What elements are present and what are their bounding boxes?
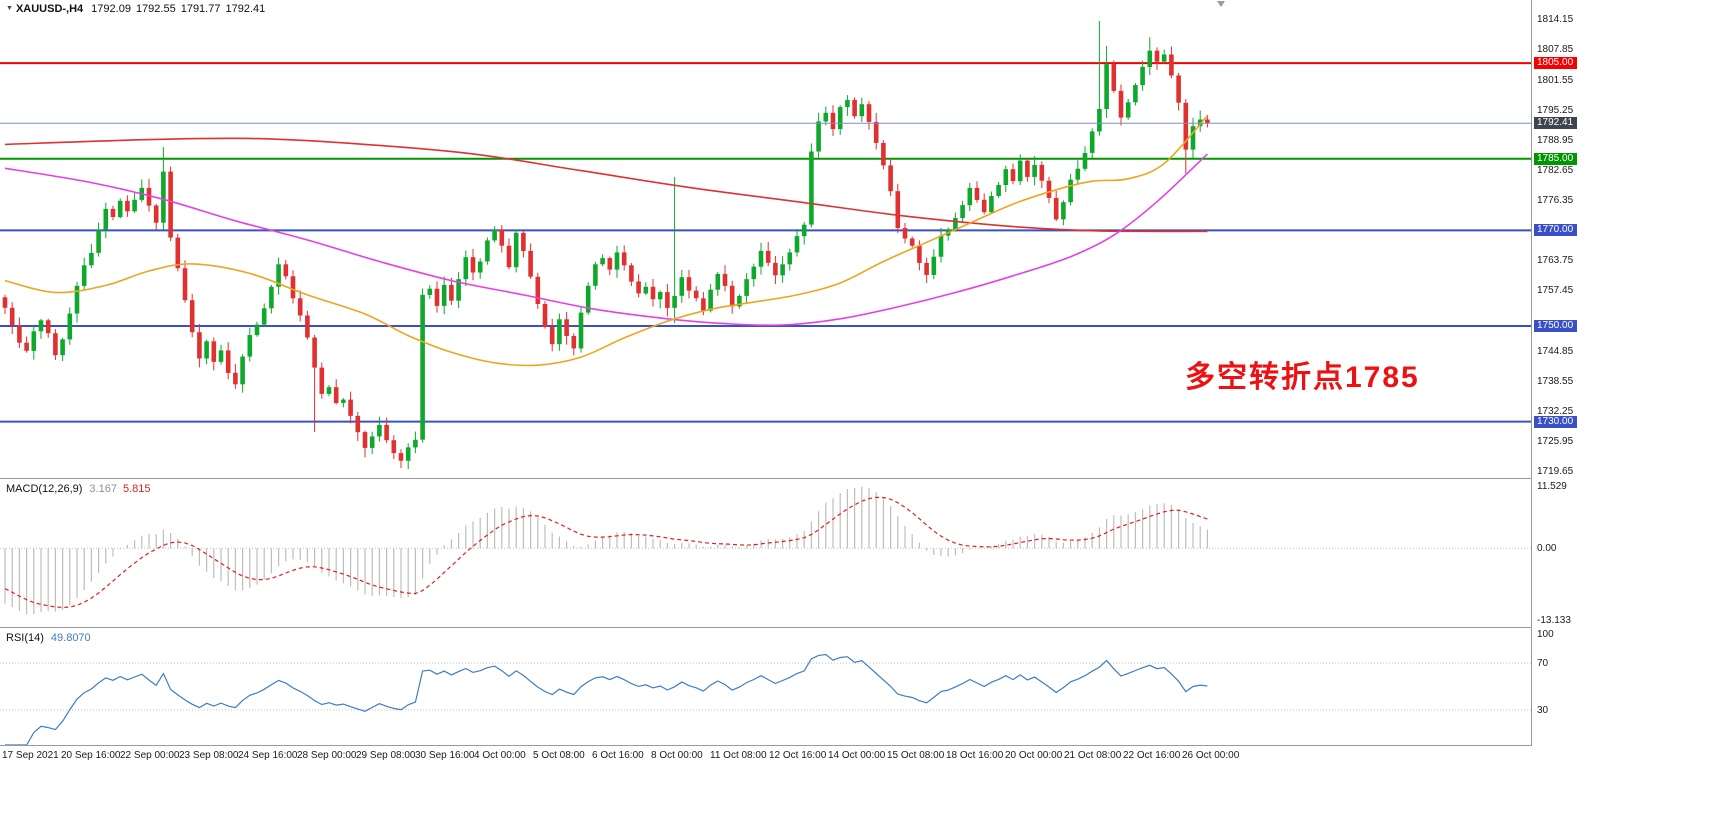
time-axis-label: 4 Oct 00:00 [474,750,526,761]
ohlc-close: 1792.41 [225,3,266,15]
price-tick-label: 1757.45 [1537,285,1574,296]
time-axis-label: 29 Sep 08:00 [356,750,416,761]
candlestick-series [2,21,1210,470]
macd-indicator-label: MACD(12,26,9) 3.167 5.815 [6,483,150,495]
level-price-badge: 1730.00 [1534,416,1578,428]
rsi-name: RSI(14) [6,632,44,644]
time-axis-label: 22 Sep 00:00 [120,750,180,761]
time-axis-label: 11 Oct 08:00 [710,750,767,761]
rsi-value: 49.8070 [50,632,91,644]
macd-histogram [4,486,1208,615]
time-axis-label: 26 Oct 00:00 [1182,750,1240,761]
level-price-badge: 1805.00 [1534,57,1578,69]
time-axis-label: 28 Sep 00:00 [297,750,357,761]
ohlc-open: 1792.09 [91,3,131,15]
time-axis-label: 15 Oct 08:00 [887,750,945,761]
rsi-canvas[interactable] [0,628,1531,745]
time-axis-label: 20 Sep 16:00 [61,750,121,761]
price-tick-label: 1795.25 [1537,105,1574,116]
price-tick-label: 1776.35 [1537,195,1574,206]
macd-name: MACD(12,26,9) [6,483,83,495]
ma-medium-magenta-line[interactable] [4,153,1208,327]
macd-main-value: 3.167 [89,483,117,495]
rsi-panel[interactable]: RSI(14) 49.8070 [0,628,1531,746]
time-axis-label: 12 Oct 16:00 [769,750,827,761]
time-axis-label: 22 Oct 16:00 [1123,750,1181,761]
time-axis-label: 14 Oct 00:00 [828,750,886,761]
symbol-ohlc-header: ▼ XAUUSD-,H4 1792.09 1792.55 1791.77 1792.41 [6,3,270,15]
price-tick-label: 1738.55 [1537,376,1574,387]
macd-signal-value: 5.815 [122,483,151,495]
macd-axis-max-label: 11.529 [1537,481,1567,492]
symbol-name: XAUUSD-,H4 [15,3,84,15]
price-axis[interactable]: 1814.15 1807.85 1801.55 1795.25 1788.95 1782.… [1531,0,1721,746]
rsi-axis-label: 30 [1537,705,1549,716]
chart-annotation-text[interactable]: 多空转折点1785 [1185,361,1420,394]
time-axis-label: 24 Sep 16:00 [238,750,298,761]
bid-price-badge: 1792.41 [1534,117,1578,129]
time-axis-label: 20 Oct 00:00 [1005,750,1063,761]
price-tick-label: 1744.85 [1537,346,1574,357]
price-tick-label: 1814.15 [1537,14,1574,25]
time-axis-label: 23 Sep 08:00 [179,750,239,761]
price-tick-label: 1782.65 [1537,165,1574,176]
price-tick-label: 1719.65 [1537,466,1574,477]
level-price-badge: 1750.00 [1534,320,1578,332]
time-axis-label: 17 Sep 2021 [2,750,59,761]
price-tick-label: 1801.55 [1537,75,1574,86]
time-axis-label: 8 Oct 00:00 [651,750,703,761]
time-axis-label: 6 Oct 16:00 [592,750,644,761]
time-axis-label: 21 Oct 08:00 [1064,750,1122,761]
level-price-badge: 1770.00 [1534,224,1578,236]
macd-axis-min-label: -13.133 [1537,615,1571,626]
time-axis-label: 18 Oct 16:00 [946,750,1004,761]
price-tick-label: 1732.25 [1537,406,1574,417]
time-axis-label: 30 Sep 16:00 [415,750,475,761]
chart-shift-marker-icon[interactable] [1217,1,1225,7]
price-tick-label: 1807.85 [1537,44,1574,55]
ma-slow-red-line[interactable] [4,137,1208,233]
time-axis-label: 5 Oct 08:00 [533,750,585,761]
ma-fast-orange-line[interactable] [4,115,1208,367]
level-price-badge: 1785.00 [1534,153,1578,165]
ohlc-low: 1791.77 [180,3,221,15]
price-tick-label: 1725.95 [1537,436,1574,447]
rsi-line [5,653,1208,745]
macd-canvas[interactable] [0,479,1531,627]
macd-panel[interactable]: MACD(12,26,9) 3.167 5.815 [0,479,1531,628]
macd-axis-zero-label: 0.00 [1537,543,1557,554]
rsi-axis-label: 100 [1537,629,1554,640]
price-tick-label: 1788.95 [1537,135,1574,146]
time-axis[interactable]: 17 Sep 2021 20 Sep 16:00 22 Sep 00:00 23 Se… [0,746,1531,772]
ohlc-high: 1792.55 [135,3,176,15]
rsi-indicator-label: RSI(14) 49.8070 [6,632,91,644]
price-tick-label: 1763.75 [1537,255,1574,266]
symbol-marker-icon: ▼ [6,5,13,12]
rsi-axis-label: 70 [1537,658,1549,669]
main-chart-canvas[interactable] [0,0,1531,478]
main-chart-panel[interactable]: ▼ XAUUSD-,H4 1792.09 1792.55 1791.77 1792.41 … [0,0,1531,479]
macd-signal-line [4,496,1208,609]
